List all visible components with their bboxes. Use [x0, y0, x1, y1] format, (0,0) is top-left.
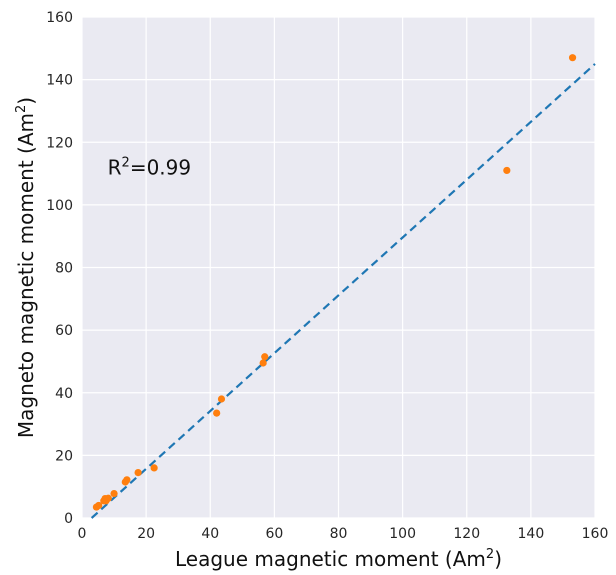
- x-tick-label: 160: [582, 526, 609, 542]
- x-tick-label: 60: [265, 526, 283, 542]
- y-tick-label: 120: [46, 135, 73, 151]
- x-tick-label: 80: [330, 526, 348, 542]
- data-point: [259, 359, 267, 367]
- y-tick-label: 60: [55, 323, 73, 339]
- data-point: [503, 166, 511, 175]
- y-tick-label: 140: [46, 73, 73, 89]
- data-point: [95, 501, 103, 510]
- x-tick-label: 100: [389, 526, 416, 542]
- y-axis-title: Magneto magnetic moment (Am2): [14, 97, 38, 438]
- x-axis-ticks: 0 20 40 60 80 100 120 140 160: [78, 526, 609, 542]
- r-squared-annotation: R2=0.99: [108, 155, 191, 179]
- y-tick-label: 20: [55, 448, 73, 464]
- grid-lines: [81, 16, 596, 519]
- y-tick-label: 0: [64, 511, 73, 527]
- x-tick-label: 140: [518, 526, 545, 542]
- data-point: [123, 476, 131, 484]
- x-tick-label: 120: [453, 526, 480, 542]
- data-points: [92, 54, 577, 511]
- fit-line: [90, 63, 596, 519]
- y-tick-label: 100: [46, 198, 73, 214]
- data-point: [110, 489, 118, 498]
- x-tick-label: 40: [201, 526, 219, 542]
- x-tick-label: 20: [137, 526, 155, 542]
- data-point: [150, 464, 158, 472]
- y-axis-ticks: 0 20 40 60 80 100 120 140 160: [46, 10, 73, 527]
- data-point: [261, 353, 269, 361]
- y-tick-label: 40: [55, 386, 73, 402]
- data-point: [213, 409, 221, 417]
- data-point: [134, 468, 142, 477]
- x-axis-title: League magnetic moment (Am2): [175, 547, 502, 571]
- data-point: [217, 395, 226, 403]
- y-tick-label: 80: [55, 261, 73, 277]
- x-tick-label: 0: [78, 526, 87, 542]
- y-tick-label: 160: [46, 10, 73, 26]
- data-point: [568, 54, 577, 62]
- data-point: [104, 494, 112, 502]
